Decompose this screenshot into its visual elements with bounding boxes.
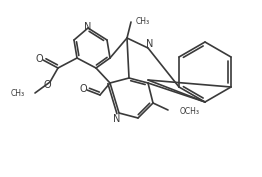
- Text: N: N: [146, 39, 154, 49]
- Text: N: N: [84, 22, 92, 32]
- Text: CH₃: CH₃: [136, 16, 150, 25]
- Text: N: N: [113, 114, 121, 124]
- Text: O: O: [35, 54, 43, 64]
- Text: OCH₃: OCH₃: [180, 107, 200, 116]
- Text: CH₃: CH₃: [11, 90, 25, 98]
- Text: O: O: [79, 84, 87, 94]
- Text: O: O: [43, 80, 51, 90]
